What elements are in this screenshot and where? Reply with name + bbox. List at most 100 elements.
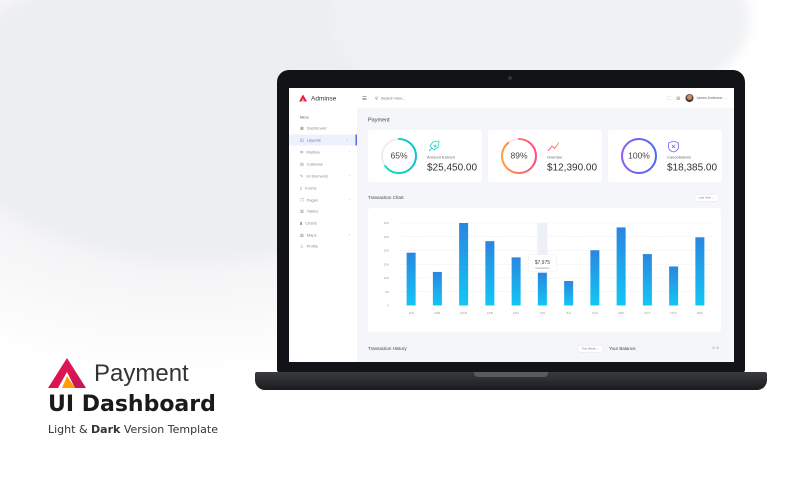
sidebar: Menu ▦ Dashboard ◫ Layouts ⌄ ✉ Mailbox › ▤ Calend… <box>289 108 357 362</box>
tooltip-value: $7,975 <box>535 260 551 266</box>
x-tick-label: JUN <box>539 311 545 315</box>
page-title: Payment <box>368 117 390 123</box>
rocket-icon <box>428 140 440 152</box>
y-tick-label: 0 <box>387 304 389 308</box>
balance-title: Your Balance <box>609 346 636 351</box>
payment-logo-icon <box>48 358 86 388</box>
search-input[interactable] <box>380 95 441 101</box>
transaction-chart: 0 5K 10K 15K 20K 25K 30K JAN FEB MAR APR MAY JUN $7,9… <box>368 208 721 332</box>
bar-dec[interactable] <box>695 237 705 306</box>
progress-ring <box>501 138 537 174</box>
sidebar-item-label: Layouts <box>306 137 321 143</box>
file-icon: ▯ <box>300 185 303 191</box>
history-period-select[interactable]: This Week ⌄ <box>577 345 604 353</box>
sidebar-item-label: Mailbox <box>306 149 321 155</box>
bar-nov[interactable] <box>669 266 679 306</box>
chart-icon: ▮ <box>300 220 303 226</box>
y-tick-label: 5K <box>385 290 389 294</box>
bar-apr[interactable] <box>485 241 495 306</box>
x-tick-label: JUL <box>566 311 572 315</box>
chart-period-select[interactable]: Last Year ⌄ <box>694 194 719 202</box>
progress-ring <box>381 138 417 174</box>
menu-toggle-icon[interactable]: ☰ <box>362 95 367 102</box>
x-tick-label: MAY <box>513 311 519 315</box>
chevron-down-icon[interactable]: ⌄ <box>724 96 727 100</box>
x-tick-label: NOV <box>670 311 677 315</box>
sidebar-item-tables[interactable]: ▥ Tables <box>289 206 357 217</box>
balance-settings-icon[interactable]: ⚙ ⚙ <box>712 346 720 351</box>
laptop-base <box>255 372 767 390</box>
bar-mar[interactable] <box>459 223 469 306</box>
user-icon: ♙ <box>300 243 304 249</box>
stat-card: 65% Amount Earned $25,450.00 <box>368 130 482 182</box>
sidebar-item-label: Calendar <box>306 161 324 167</box>
bar-jan[interactable] <box>406 252 416 306</box>
sidebar-item-label: Tables <box>306 208 319 214</box>
promo-text: Payment UI Dashboard Light & Dark Versio… <box>48 358 218 436</box>
promo-title: UI Dashboard <box>48 392 216 417</box>
transaction-history-title: Transaction History <box>368 346 407 351</box>
y-tick-label: 20K <box>384 249 389 253</box>
chevron-icon: › <box>348 198 350 202</box>
sidebar-item-label: UI Elements <box>306 173 329 179</box>
bar-feb[interactable] <box>432 271 442 306</box>
user-name[interactable]: James Anderson <box>696 96 723 100</box>
bar-chart: 0 5K 10K 15K 20K 25K 30K JAN FEB MAR APR MAY JUN $7,9… <box>384 221 713 315</box>
shield-x-icon <box>668 140 679 153</box>
table-icon: ▥ <box>300 208 304 214</box>
bar-jul[interactable] <box>564 281 574 306</box>
layout-icon: ◫ <box>300 137 304 143</box>
avatar[interactable] <box>685 94 694 102</box>
bar-jun[interactable] <box>537 272 547 306</box>
chevron-icon: ⌄ <box>345 138 349 143</box>
progress-ring <box>621 138 657 174</box>
bar-aug[interactable] <box>590 250 600 306</box>
sidebar-item-label: Forms <box>305 185 317 191</box>
wrench-icon: ✎ <box>300 173 304 179</box>
sidebar-item-label: Dashboard <box>306 125 327 131</box>
sidebar-item-calendar[interactable]: ▤ Calendar <box>289 159 357 170</box>
sidebar-item-label: Maps <box>306 232 317 238</box>
sidebar-item-label: Pages <box>306 197 318 203</box>
expand-icon[interactable]: ⛶ <box>666 95 671 101</box>
sidebar-item-pages[interactable]: ❐ Pages › <box>289 195 357 206</box>
percent-value: 100% <box>628 151 650 161</box>
grid-icon: ▦ <box>300 125 304 131</box>
sidebar-item-maps[interactable]: ▧ Maps › <box>289 230 357 241</box>
bar-may[interactable] <box>511 257 521 306</box>
top-header: Adminse ☰ ⚲ ⛶ ▦ James Anderson ⌄ <box>289 88 734 108</box>
mail-icon: ✉ <box>300 149 304 155</box>
sidebar-item-mailbox[interactable]: ✉ Mailbox › <box>289 147 357 158</box>
x-tick-label: JAN <box>408 311 414 315</box>
search-icon: ⚲ <box>374 95 378 101</box>
x-tick-label: APR <box>487 311 494 315</box>
sidebar-item-charts[interactable]: ▮ Charts <box>289 218 357 229</box>
card-label: Overdue <box>547 155 563 160</box>
logo-icon <box>299 94 307 102</box>
promo-subtitle: Light & Dark Version Template <box>48 423 218 436</box>
brand: Adminse <box>289 94 357 102</box>
chevron-icon: › <box>348 174 350 178</box>
menu-label: Menu <box>300 116 309 120</box>
bar-sep[interactable] <box>616 227 626 306</box>
sidebar-item-ui-elements[interactable]: ✎ UI Elements › <box>289 171 357 182</box>
sidebar-item-profile[interactable]: ♙ Profile <box>289 241 357 252</box>
dashboard-screen: Adminse ☰ ⚲ ⛶ ▦ James Anderson ⌄ Menu ▦D… <box>289 88 734 362</box>
notification-icon[interactable]: ▦ <box>676 95 681 101</box>
chart-title: Transaction Chart <box>368 195 404 200</box>
bar-oct[interactable] <box>642 254 652 306</box>
pages-icon: ❐ <box>300 197 304 203</box>
sidebar-item-label: Charts <box>305 220 317 226</box>
y-tick-label: 30K <box>384 221 389 225</box>
sidebar-item-layouts[interactable]: ◫ Layouts ⌄ <box>289 134 357 146</box>
y-tick-label: 10K <box>384 276 389 280</box>
sidebar-item-forms[interactable]: ▯ Forms <box>289 183 357 194</box>
calendar-icon: ▤ <box>300 161 304 167</box>
y-tick-label: 15K <box>384 262 389 266</box>
percent-value: 65% <box>390 151 408 161</box>
card-label: Amount Earned <box>427 155 455 160</box>
x-tick-label: OCT <box>644 311 651 315</box>
sidebar-item-dashboard[interactable]: ▦ Dashboard <box>289 123 357 134</box>
chevron-icon: › <box>348 150 350 154</box>
